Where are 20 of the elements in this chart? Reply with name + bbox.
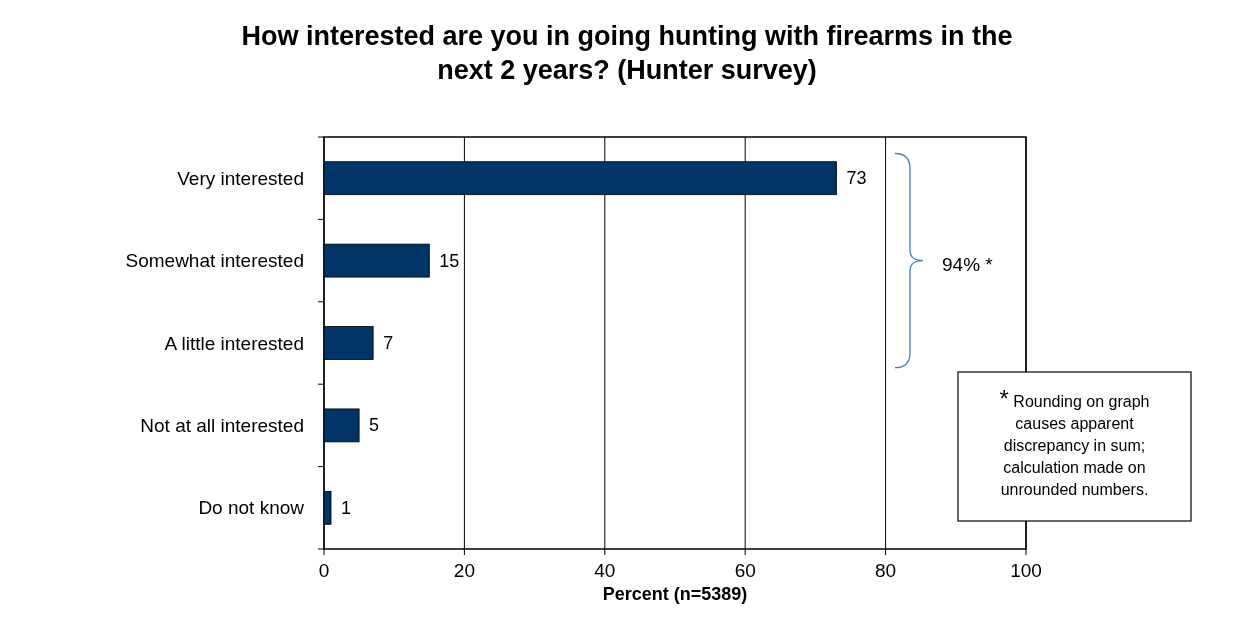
- y-tick-label: Very interested: [177, 167, 304, 189]
- x-axis-title: Percent (n=5389): [602, 584, 748, 604]
- data-label: 1: [341, 497, 352, 518]
- y-tick-label: A little interested: [164, 332, 304, 354]
- x-tick-label: 60: [734, 560, 756, 581]
- data-label: 73: [846, 168, 867, 189]
- annotation: * Rounding on graph causes apparent discrepancy in sum; calculation made on unrounded numbers.: [999, 385, 1150, 498]
- y-tick-label: Somewhat interested: [125, 250, 304, 272]
- x-tick-label: 20: [453, 560, 475, 581]
- data-label: 5: [369, 415, 380, 436]
- y-tick-label: Not at all interested: [140, 414, 304, 436]
- x-tick-label: 80: [875, 560, 897, 581]
- x-tick-label: 100: [1010, 560, 1042, 581]
- x-tick-label: 40: [594, 560, 616, 581]
- x-tick-label: 0: [318, 560, 330, 581]
- data-label: 15: [439, 250, 460, 271]
- chart-title: How interested are you in going hunting with firearms in the next 2 years? (Hunter survey): [241, 21, 1013, 85]
- y-tick-label: Do not know: [198, 497, 305, 519]
- data-label: 7: [383, 333, 394, 353]
- annotation: 94% *: [942, 253, 994, 275]
